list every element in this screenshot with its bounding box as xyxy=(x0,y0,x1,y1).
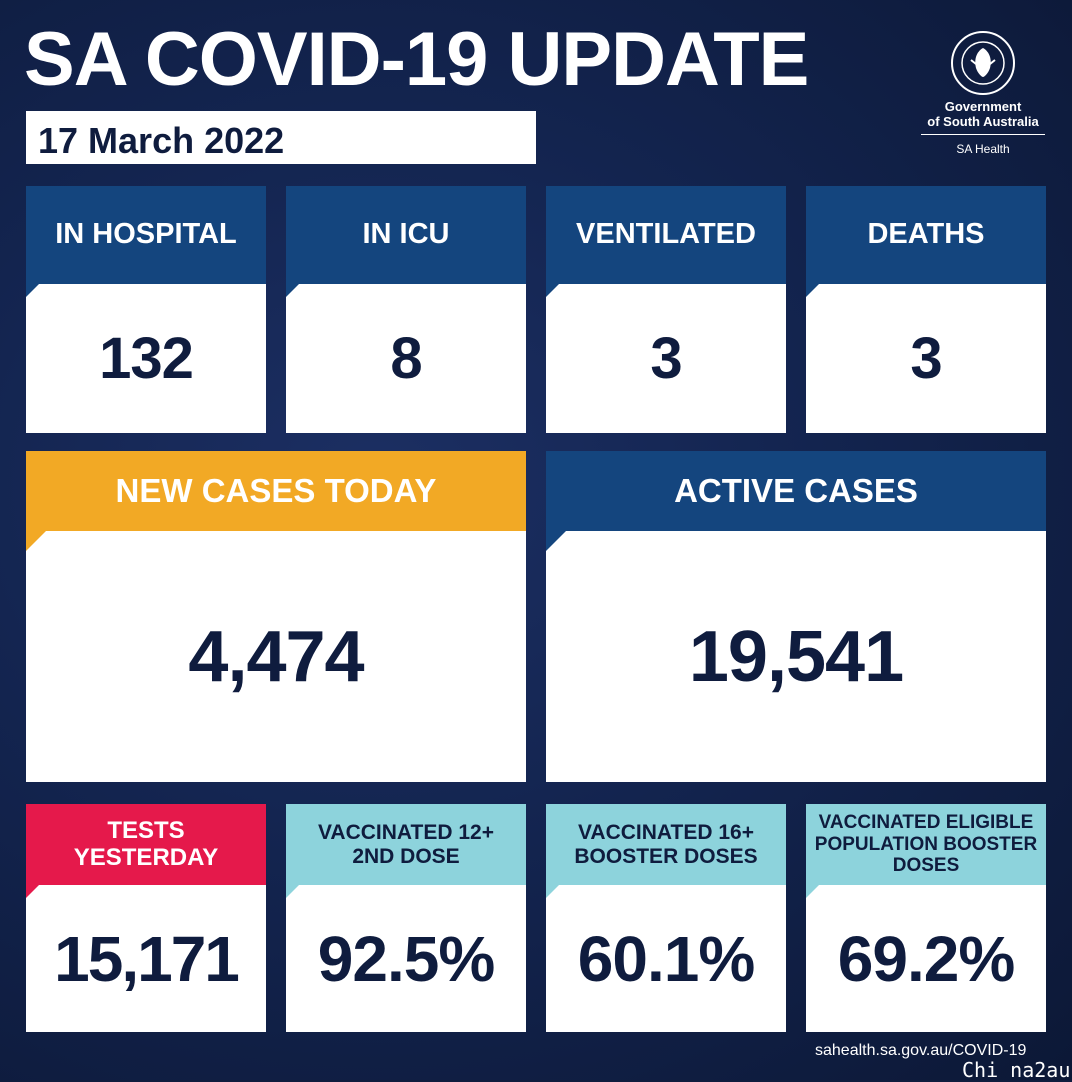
card-label: ACTIVE CASES xyxy=(674,471,918,509)
card-body: 15,171 xyxy=(26,885,266,1032)
card-body: 132 xyxy=(26,284,266,433)
card-label: NEW CASES TODAY xyxy=(115,471,437,509)
stat-card-vaccinated-eligible-booster: VACCINATED ELIGIBLE POPULATION BOOSTER D… xyxy=(806,804,1046,1032)
card-header: DEATHS xyxy=(806,186,1046,284)
card-notch xyxy=(286,284,299,297)
card-value: 60.1% xyxy=(577,922,755,995)
stat-card-in-hospital: IN HOSPITAL 132 xyxy=(26,186,266,433)
card-header: IN HOSPITAL xyxy=(26,186,266,284)
card-body: 69.2% xyxy=(806,885,1046,1032)
card-body: 3 xyxy=(546,284,786,433)
card-body: 3 xyxy=(806,284,1046,433)
card-value: 8 xyxy=(390,326,422,391)
card-body: 92.5% xyxy=(286,885,526,1032)
date-banner: 17 March 2022 xyxy=(26,111,536,164)
card-body: 60.1% xyxy=(546,885,786,1032)
card-body: 19,541 xyxy=(546,531,1046,782)
stat-card-deaths: DEATHS 3 xyxy=(806,186,1046,433)
card-header: IN ICU xyxy=(286,186,526,284)
page-title: SA COVID-19 UPDATE xyxy=(24,17,809,102)
card-label: TESTS YESTERDAY xyxy=(73,817,219,871)
card-notch xyxy=(26,531,46,551)
card-value: 132 xyxy=(99,326,194,391)
card-body: 8 xyxy=(286,284,526,433)
card-label: VACCINATED ELIGIBLE POPULATION BOOSTER D… xyxy=(814,811,1038,877)
card-value: 3 xyxy=(910,326,942,391)
stat-card-tests-yesterday: TESTS YESTERDAY 15,171 xyxy=(26,804,266,1032)
card-notch xyxy=(546,885,559,898)
card-value: 19,541 xyxy=(688,616,904,697)
logo-text-line2: of South Australia xyxy=(927,114,1039,129)
stat-card-in-icu: IN ICU 8 xyxy=(286,186,526,433)
card-header: VACCINATED 12+ 2ND DOSE xyxy=(286,804,526,885)
card-notch xyxy=(806,885,819,898)
card-label: VACCINATED 12+ 2ND DOSE xyxy=(317,821,494,868)
card-label: VACCINATED 16+ BOOSTER DOSES xyxy=(574,821,758,868)
card-notch xyxy=(806,284,819,297)
card-notch xyxy=(286,885,299,898)
card-value: 3 xyxy=(650,326,682,391)
card-notch xyxy=(546,531,566,551)
card-label: VENTILATED xyxy=(576,218,756,251)
stat-card-ventilated: VENTILATED 3 xyxy=(546,186,786,433)
sa-emblem-icon xyxy=(951,31,1015,95)
government-logo: Government of South Australia SA Health xyxy=(918,30,1048,160)
card-header: VACCINATED 16+ BOOSTER DOSES xyxy=(546,804,786,885)
card-value: 4,474 xyxy=(188,616,364,697)
card-notch xyxy=(546,284,559,297)
card-label: DEATHS xyxy=(867,218,985,251)
card-label: IN HOSPITAL xyxy=(55,218,237,251)
card-notch xyxy=(26,885,39,898)
card-header: NEW CASES TODAY xyxy=(26,451,526,531)
card-value: 69.2% xyxy=(837,922,1015,995)
stat-card-vaccinated-12-2nd-dose: VACCINATED 12+ 2ND DOSE 92.5% xyxy=(286,804,526,1032)
card-label: IN ICU xyxy=(362,218,450,251)
logo-divider xyxy=(921,134,1045,135)
card-header: TESTS YESTERDAY xyxy=(26,804,266,885)
card-header: VACCINATED ELIGIBLE POPULATION BOOSTER D… xyxy=(806,804,1046,885)
card-notch xyxy=(26,284,39,297)
logo-text-line1: Government xyxy=(944,99,1022,114)
logo-subtitle: SA Health xyxy=(956,142,1010,156)
stat-card-vaccinated-16-booster: VACCINATED 16+ BOOSTER DOSES 60.1% xyxy=(546,804,786,1032)
watermark: Chi na2au xyxy=(962,1058,1071,1082)
stat-card-active-cases: ACTIVE CASES 19,541 xyxy=(546,451,1046,782)
card-value: 15,171 xyxy=(54,922,240,995)
update-date: 17 March 2022 xyxy=(38,120,285,161)
card-header: ACTIVE CASES xyxy=(546,451,1046,531)
card-header: VENTILATED xyxy=(546,186,786,284)
footer-url: sahealth.sa.gov.au/COVID-19 xyxy=(815,1042,1027,1059)
card-body: 4,474 xyxy=(26,531,526,782)
card-value: 92.5% xyxy=(317,922,495,995)
stat-card-new-cases: NEW CASES TODAY 4,474 xyxy=(26,451,526,782)
